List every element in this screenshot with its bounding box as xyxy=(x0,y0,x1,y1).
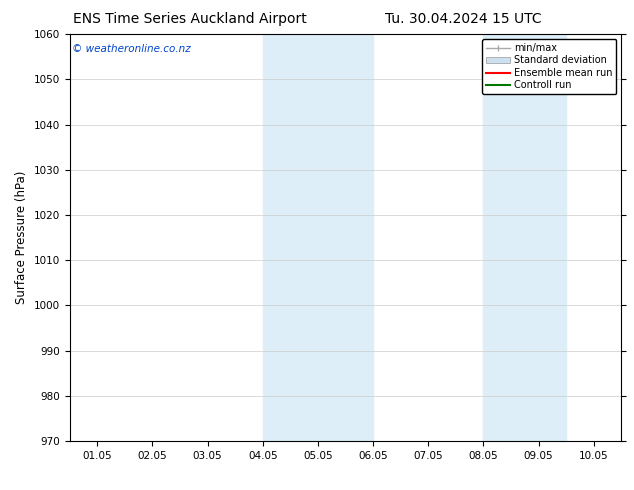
Text: © weatheronline.co.nz: © weatheronline.co.nz xyxy=(72,45,191,54)
Bar xyxy=(262,34,373,441)
Y-axis label: Surface Pressure (hPa): Surface Pressure (hPa) xyxy=(15,171,28,304)
Text: Tu. 30.04.2024 15 UTC: Tu. 30.04.2024 15 UTC xyxy=(384,12,541,26)
Text: ENS Time Series Auckland Airport: ENS Time Series Auckland Airport xyxy=(74,12,307,26)
Bar xyxy=(483,34,566,441)
Legend: min/max, Standard deviation, Ensemble mean run, Controll run: min/max, Standard deviation, Ensemble me… xyxy=(482,39,616,94)
